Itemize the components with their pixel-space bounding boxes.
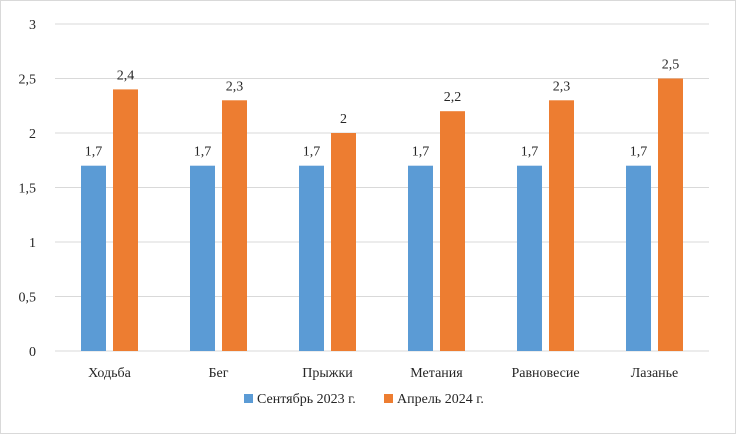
data-label: 1,7 [85,145,103,160]
y-tick-label: 3 [29,18,36,33]
x-category-label: Метания [410,366,463,381]
x-category-label: Равновесие [511,366,579,381]
x-category-label: Лазанье [631,366,679,381]
data-label: 1,7 [412,145,430,160]
legend-swatch [244,394,253,403]
legend-swatch [384,394,393,403]
y-tick-label: 0 [29,345,36,360]
data-labels: 1,7 2,4 1,7 2,3 1,7 2 1,7 2,2 1,7 2,3 1,7 2,5 [85,58,680,160]
data-label: 1,7 [194,145,212,160]
legend-label: Апрель 2024 г. [397,392,484,407]
bar [331,133,356,351]
bar [658,78,683,351]
data-label: 1,7 [630,145,648,160]
data-label: 2,2 [444,90,462,105]
y-axis-ticks: 0 0,5 1 1,5 2 2,5 3 [19,18,37,360]
bar [81,165,106,351]
legend-label: Сентябрь 2023 г. [257,392,356,407]
bar [113,89,138,352]
bar [517,165,542,351]
bar [440,111,465,351]
x-category-label: Бег [209,366,229,381]
data-label: 2,3 [553,79,571,94]
bar [408,165,433,351]
x-category-label: Прыжки [302,366,353,381]
bar [549,100,574,351]
bar [190,165,215,351]
data-label: 2,4 [117,68,135,83]
y-tick-label: 2,5 [19,73,37,88]
x-category-label: Ходьба [88,366,131,381]
y-tick-label: 0,5 [19,291,37,306]
x-axis-categories: Ходьба Бег Прыжки Метания Равновесие Лазанье [88,366,678,381]
y-tick-label: 1 [29,236,36,251]
data-label: 2 [340,112,347,127]
data-label: 2,3 [226,79,244,94]
bars [81,78,683,352]
data-label: 2,5 [662,58,680,73]
y-tick-label: 2 [29,127,36,142]
bar [222,100,247,351]
bar [626,165,651,351]
bar [299,165,324,351]
gridlines [55,23,709,352]
data-label: 1,7 [521,145,539,160]
y-tick-label: 1,5 [19,182,37,197]
data-label: 1,7 [303,145,321,160]
legend: Сентябрь 2023 г. Апрель 2024 г. [244,392,484,407]
